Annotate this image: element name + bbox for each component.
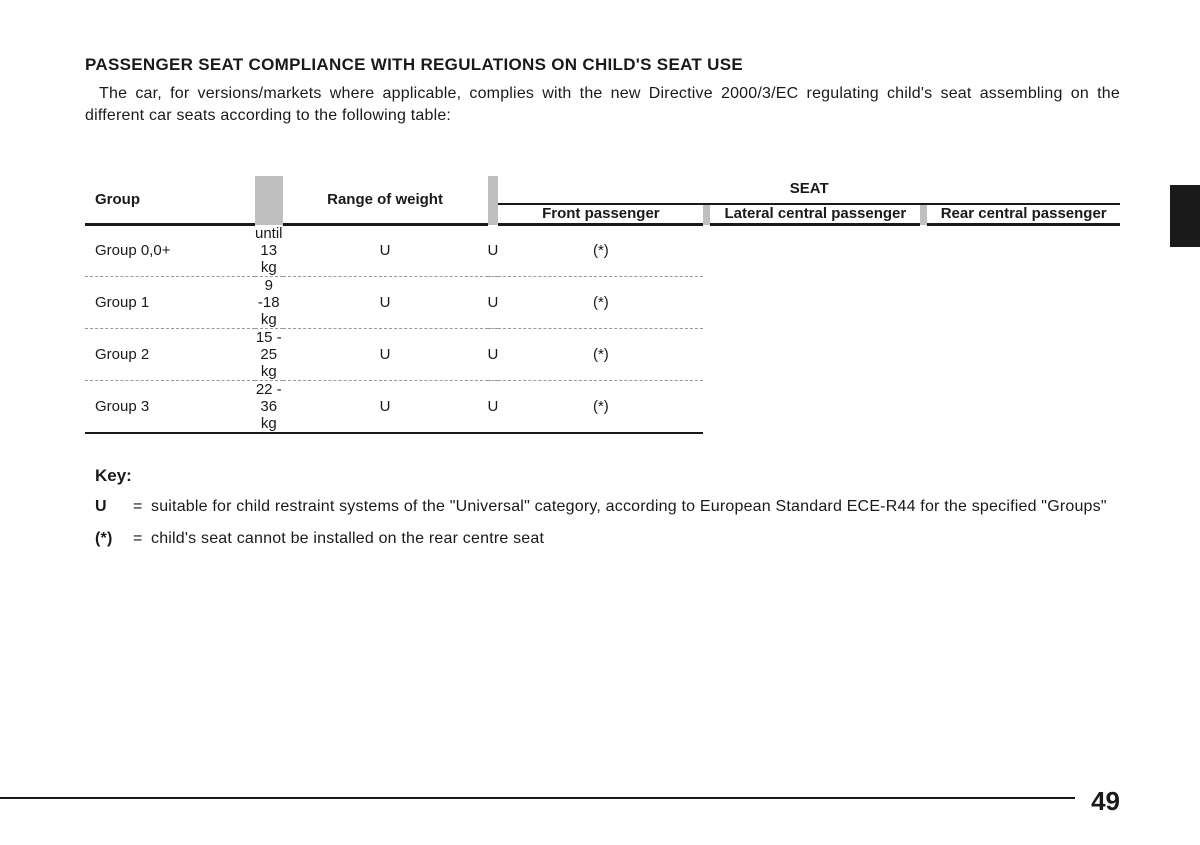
col-separator [703, 204, 710, 225]
cell-group: Group 3 [85, 380, 255, 433]
col-header-seat: SEAT [498, 176, 1120, 204]
col-subheader-front: Front passenger [498, 204, 703, 223]
key-item: U=suitable for child restraint systems o… [95, 496, 1120, 518]
cell-lateral: U [488, 276, 499, 328]
col-separator [255, 176, 283, 225]
cell-range: 9 -18 kg [255, 276, 283, 328]
col-separator [488, 176, 499, 225]
cell-range: until 13 kg [255, 225, 283, 277]
cell-group: Group 1 [85, 276, 255, 328]
cell-rear: (*) [498, 328, 703, 380]
cell-rear: (*) [498, 225, 703, 277]
cell-front: U [283, 225, 488, 277]
table-row: Group 322 - 36 kgUU(*) [85, 380, 1120, 433]
cell-lateral: U [488, 380, 499, 433]
cell-front: U [283, 328, 488, 380]
table-row: Group 215 - 25 kgUU(*) [85, 328, 1120, 380]
page-number: 49 [1091, 786, 1120, 817]
key-heading: Key: [95, 466, 1120, 486]
intro-paragraph: The car, for versions/markets where appl… [85, 83, 1120, 126]
key-symbol: (*) [95, 528, 133, 550]
page-content: PASSENGER SEAT COMPLIANCE WITH REGULATIO… [0, 0, 1200, 550]
table-row: Group 19 -18 kgUU(*) [85, 276, 1120, 328]
cell-range: 15 - 25 kg [255, 328, 283, 380]
col-header-group: Group [85, 176, 255, 223]
cell-group: Group 0,0+ [85, 225, 255, 277]
col-subheader-lateral: Lateral central passenger [710, 204, 920, 223]
cell-range: 22 - 36 kg [255, 380, 283, 433]
key-text: child's seat cannot be installed on the … [151, 528, 1120, 550]
cell-front: U [283, 380, 488, 433]
table-row: Group 0,0+until 13 kgUU(*) [85, 225, 1120, 277]
key-equals: = [133, 496, 151, 518]
cell-rear: (*) [498, 276, 703, 328]
key-text: suitable for child restraint systems of … [151, 496, 1120, 518]
key-symbol: U [95, 496, 133, 518]
footer-rule [0, 797, 1075, 799]
key-item: (*)=child's seat cannot be installed on … [95, 528, 1120, 550]
cell-group: Group 2 [85, 328, 255, 380]
col-header-range: Range of weight [283, 176, 488, 223]
cell-lateral: U [488, 328, 499, 380]
compliance-table: Group Range of weight SEAT Front passeng… [85, 176, 1120, 434]
col-separator [920, 204, 927, 225]
cell-lateral: U [488, 225, 499, 277]
cell-front: U [283, 276, 488, 328]
col-subheader-rear: Rear central passenger [927, 204, 1120, 223]
cell-rear: (*) [498, 380, 703, 433]
page-title: PASSENGER SEAT COMPLIANCE WITH REGULATIO… [85, 55, 1120, 75]
section-tab [1170, 185, 1200, 247]
key-equals: = [133, 528, 151, 550]
